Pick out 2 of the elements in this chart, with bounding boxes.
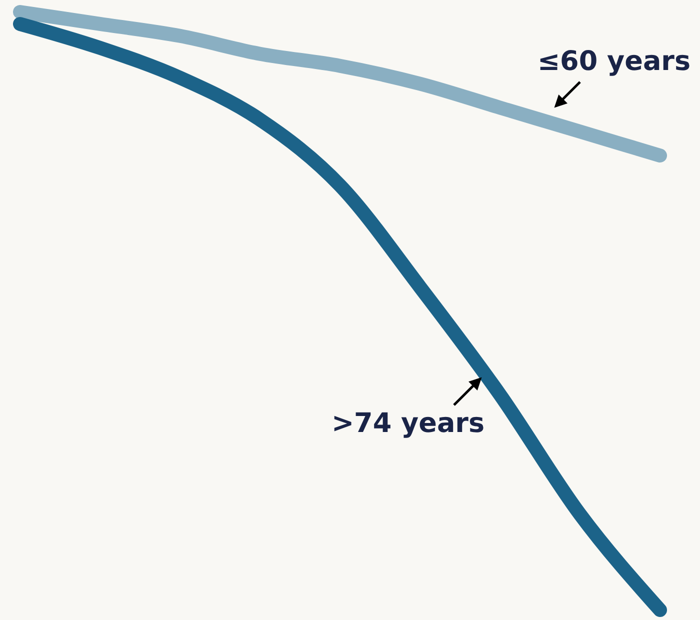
series-label: >74 years <box>331 408 485 439</box>
series-label: ≤60 years <box>537 46 691 77</box>
